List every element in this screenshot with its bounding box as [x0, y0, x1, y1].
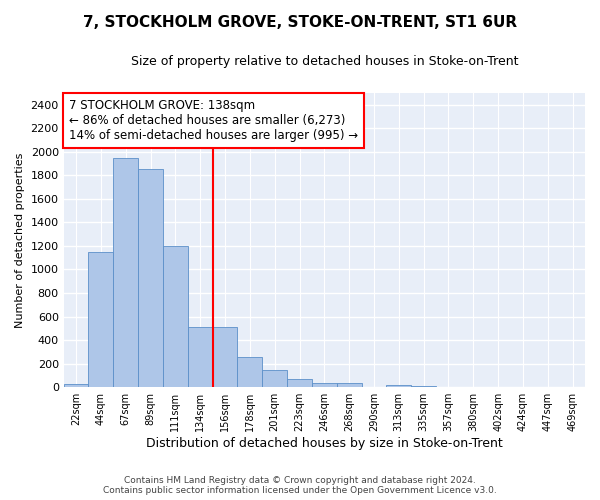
Bar	[411, 386, 436, 387]
Bar	[262, 370, 287, 387]
Bar	[337, 383, 362, 387]
X-axis label: Distribution of detached houses by size in Stoke-on-Trent: Distribution of detached houses by size …	[146, 437, 503, 450]
Bar	[386, 386, 411, 387]
Bar	[163, 246, 188, 387]
Text: 7 STOCKHOLM GROVE: 138sqm
← 86% of detached houses are smaller (6,273)
14% of se: 7 STOCKHOLM GROVE: 138sqm ← 86% of detac…	[69, 98, 358, 142]
Bar	[312, 383, 337, 387]
Bar	[212, 327, 238, 387]
Bar	[113, 158, 138, 387]
Y-axis label: Number of detached properties: Number of detached properties	[15, 152, 25, 328]
Bar	[287, 379, 312, 387]
Bar	[362, 386, 386, 387]
Bar	[64, 384, 88, 387]
Text: Contains HM Land Registry data © Crown copyright and database right 2024.
Contai: Contains HM Land Registry data © Crown c…	[103, 476, 497, 495]
Bar	[188, 327, 212, 387]
Bar	[138, 170, 163, 387]
Text: 7, STOCKHOLM GROVE, STOKE-ON-TRENT, ST1 6UR: 7, STOCKHOLM GROVE, STOKE-ON-TRENT, ST1 …	[83, 15, 517, 30]
Title: Size of property relative to detached houses in Stoke-on-Trent: Size of property relative to detached ho…	[131, 55, 518, 68]
Bar	[88, 252, 113, 387]
Bar	[238, 356, 262, 387]
